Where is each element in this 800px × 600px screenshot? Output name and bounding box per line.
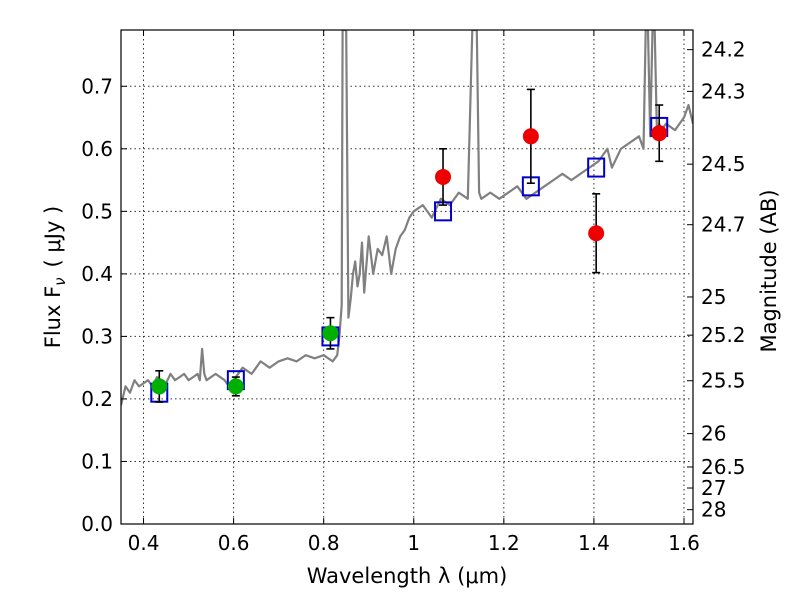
y-axis-label-subscript: ν — [51, 277, 69, 285]
x-tick-label: 0.4 — [128, 531, 160, 555]
y-axis-label-unit: ( μJy ) — [41, 206, 65, 268]
data-point — [151, 378, 168, 395]
y-tick-label: 0.7 — [81, 74, 113, 98]
svg-text:Flux Fν( μJy ): Flux Fν ( μJy ) — [41, 206, 69, 349]
data-point — [588, 225, 605, 242]
x-axis-ticks: 0.4 0.6 0.8 1 1.2 1.4 1.6 — [128, 30, 700, 555]
y-axis-ticks: 0.0 0.1 0.2 0.3 0.4 0.5 0.6 0.7 — [81, 74, 127, 536]
x-tick-label: 1.4 — [578, 531, 610, 555]
y-tick-label: 0.5 — [81, 199, 113, 223]
x-tick-label: 0.8 — [308, 531, 340, 555]
mag-tick-label: 26 — [701, 422, 726, 446]
mag-tick-label: 25.5 — [701, 369, 746, 393]
x-tick-label: 1 — [407, 531, 420, 555]
y-axis-label: Flux Fν ( μJy ) — [41, 206, 69, 349]
y-tick-label: 0.1 — [81, 449, 113, 473]
y-tick-label: 0.4 — [81, 262, 113, 286]
y-axis-label-main: Flux F — [41, 286, 65, 348]
y-tick-label: 0.2 — [81, 387, 113, 411]
data-point — [227, 378, 244, 395]
y-tick-label: 0.6 — [81, 137, 113, 161]
plot-frame — [120, 29, 694, 525]
mag-tick-label: 25.2 — [701, 323, 746, 347]
mag-tick-label: 26.5 — [701, 455, 746, 479]
mag-tick-label: 24.7 — [701, 213, 746, 237]
mag-tick-label: 24.2 — [701, 38, 746, 62]
plot-background — [121, 30, 693, 524]
mag-tick-label: 28 — [701, 498, 726, 522]
data-point — [651, 125, 668, 142]
spectrum-layer — [121, 30, 693, 406]
y-tick-label: 0.0 — [81, 512, 113, 536]
data-point — [322, 325, 339, 342]
data-point — [522, 128, 539, 145]
x-tick-label: 1.6 — [668, 531, 700, 555]
x-axis-label: Wavelength λ (μm) — [307, 564, 508, 588]
y2-axis-label: Magnitude (AB) — [757, 189, 781, 352]
y-tick-label: 0.3 — [81, 324, 113, 348]
mag-tick-label: 24.5 — [701, 152, 746, 176]
x-tick-label: 0.6 — [218, 531, 250, 555]
model-square — [587, 157, 606, 178]
x-tick-label: 1.2 — [488, 531, 520, 555]
marker-layer — [150, 88, 669, 403]
spectrum-line — [121, 30, 693, 406]
data-point — [435, 168, 452, 185]
mag-tick-label: 27 — [701, 476, 726, 500]
mag-tick-label: 25 — [701, 285, 726, 309]
mag-tick-label: 24.3 — [701, 79, 746, 103]
